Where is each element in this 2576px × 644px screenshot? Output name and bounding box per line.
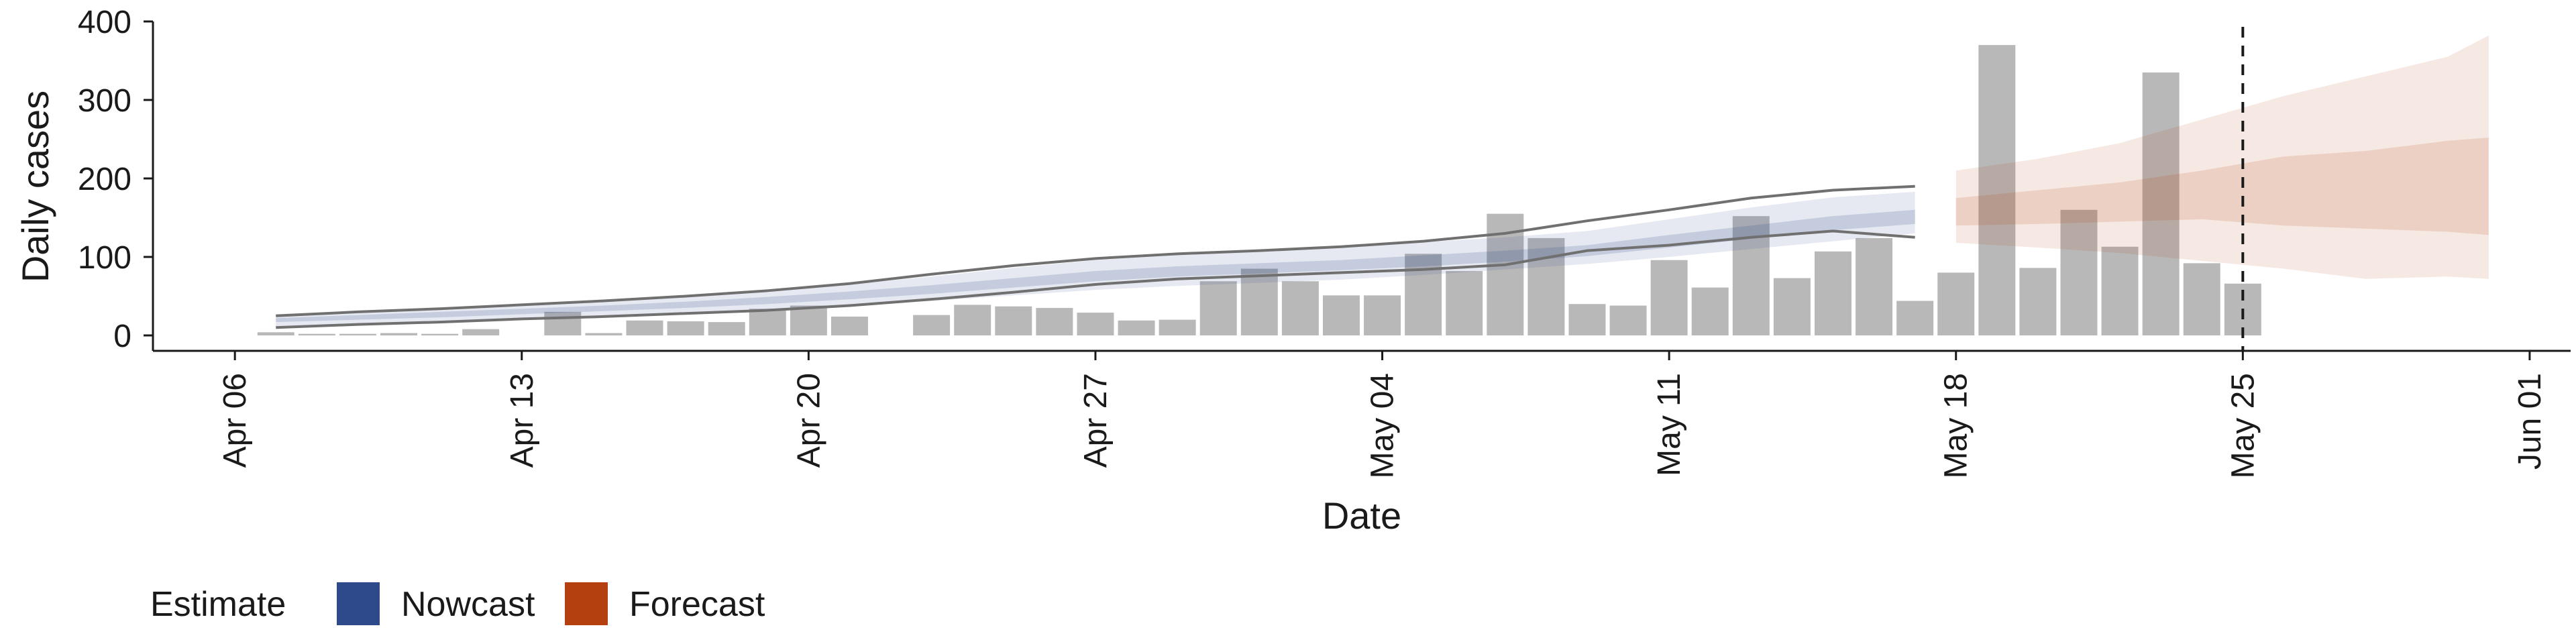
bar-2020-04-14 [544,311,582,335]
x-ticks: Apr 06 Apr 13 Apr 20 Apr 27 May 04 May 11 May … [217,351,2548,478]
bar-2020-04-26 [1036,308,1073,335]
forecast-band-50 [1955,138,2489,235]
bar-2020-04-18 [708,322,745,335]
bar-2020-05-04 [1364,295,1401,335]
forecast-band-90 [1955,36,2489,279]
bar-2020-05-22 [2101,246,2139,335]
x-tick-label-may-25: May 25 [2225,373,2261,478]
bar-2020-04-23 [913,315,951,335]
x-tick-label-may-11: May 11 [1652,373,1687,476]
bar-2020-05-11 [1650,260,1688,335]
x-tick-label-apr-13: Apr 13 [504,373,540,468]
bar-2020-04-10 [380,333,417,335]
bar-2020-04-25 [995,306,1032,335]
axes-layer [152,21,2571,352]
nowcast-band-90 [276,191,1915,327]
bar-2020-05-14 [1773,278,1811,335]
bar-2020-04-09 [339,333,376,335]
bar-2020-04-24 [954,305,991,335]
nowcast-upper-line [276,184,1915,317]
bar-2020-04-12 [462,329,500,335]
x-tick-label-apr-20: Apr 20 [791,373,826,468]
bar-2020-05-03 [1322,295,1360,335]
bar-2020-04-30 [1199,281,1237,335]
bands-layer [276,36,2489,327]
x-tick-label-may-18: May 18 [1939,373,1974,478]
bar-2020-05-24 [2183,263,2220,335]
bar-2020-05-02 [1281,281,1319,335]
bar-2020-04-20 [790,305,827,335]
lines-layer [276,27,2245,351]
bar-2020-05-01 [1240,268,1278,335]
bar-2020-05-05 [1405,254,1442,335]
legend-title: Estimate [150,585,286,624]
bar-2020-04-28 [1118,320,1155,335]
bar-2020-04-15 [585,333,623,335]
y-tick-label-0: 0 [113,319,131,354]
y-ticks: 0 100 200 300 400 [78,5,153,354]
x-tick-label-apr-06: Apr 06 [217,373,253,468]
bar-2020-05-20 [2019,268,2057,335]
bar-2020-05-15 [1814,251,1851,335]
bar-2020-05-17 [1896,301,1934,335]
bar-2020-04-11 [421,333,459,335]
bar-2020-04-19 [749,309,786,335]
y-tick-label-200: 200 [78,162,131,197]
bar-2020-05-21 [2060,209,2098,335]
bar-2020-04-29 [1159,319,1196,335]
bar-2020-05-06 [1446,271,1483,335]
x-tick-label-jun-01: Jun 01 [2512,373,2548,470]
bar-2020-05-23 [2142,72,2180,336]
bars-layer [257,45,2261,336]
bar-2020-05-12 [1691,287,1729,335]
y-tick-label-300: 300 [78,83,131,119]
legend-swatch-nowcast [337,582,380,625]
y-tick-label-100: 100 [78,240,131,276]
y-axis-title: Daily cases [14,91,56,282]
legend-label-forecast: Forecast [629,585,765,624]
bar-2020-04-21 [830,316,868,335]
bar-2020-04-07 [257,332,294,335]
legend-swatch-forecast [565,582,608,625]
x-tick-label-apr-27: Apr 27 [1078,373,1114,468]
bar-2020-04-27 [1077,313,1114,335]
legend-label-nowcast: Nowcast [401,585,535,624]
bar-2020-04-16 [626,320,663,335]
y-tick-label-400: 400 [78,5,131,40]
bar-2020-05-19 [1978,45,2016,335]
bar-2020-05-10 [1609,305,1647,335]
bar-2020-05-16 [1856,237,1893,335]
bar-2020-04-17 [667,321,704,335]
bar-2020-05-18 [1937,272,1975,335]
legend: Estimate Nowcast Forecast [150,582,765,625]
x-axis-title: Date [1322,494,1401,537]
nowcast-lower-line [276,229,1915,329]
bar-2020-04-08 [298,333,335,335]
x-tick-label-may-04: May 04 [1365,373,1401,478]
bar-2020-05-09 [1568,304,1606,335]
